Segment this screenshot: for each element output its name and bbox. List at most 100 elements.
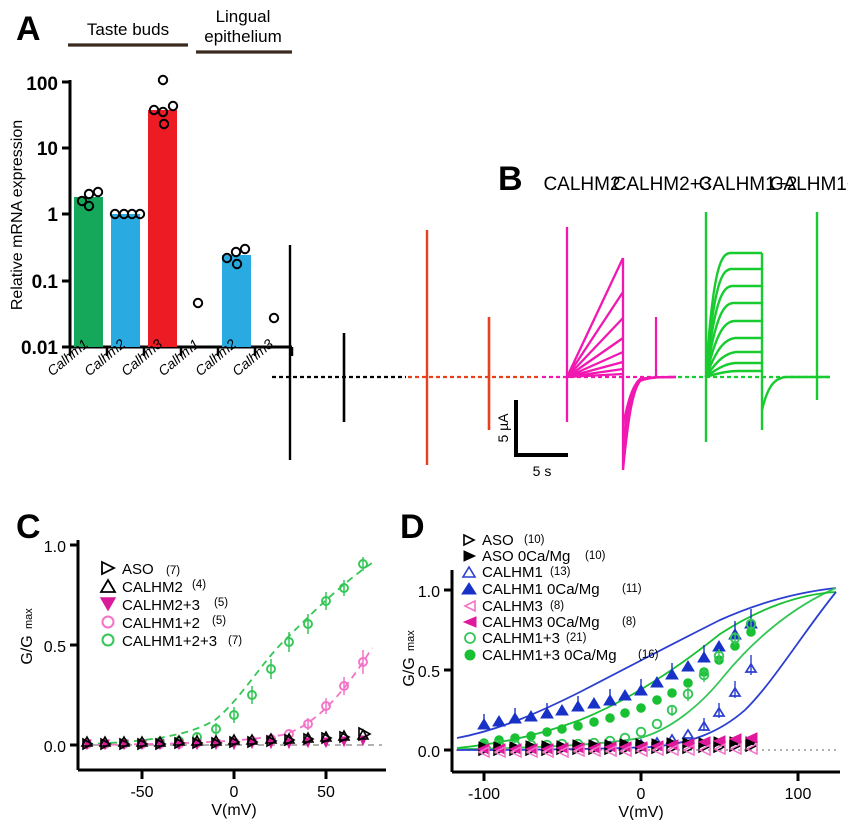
- panel-a-ytick-1: 1: [47, 205, 58, 226]
- panel-c-legend-label-calhm1-2: CALHM1+2: [122, 615, 200, 632]
- panel-b-trace-calhm1-2-3: [678, 212, 830, 442]
- panel-d-legend-label-calhm3-0camg: CALHM3 0Ca/Mg: [482, 614, 600, 631]
- panel-b-letter: B: [498, 160, 523, 198]
- panel-c-xtick-0: 0: [230, 784, 239, 801]
- panel-b-scalebar-x-label: 5 s: [533, 463, 552, 479]
- panel-a-ytick-0.01: 0.01: [21, 338, 58, 359]
- panel-d-letter: D: [400, 508, 425, 546]
- panel-d-legend-item-calhm1-3[interactable]: CALHM1+3 (21): [464, 630, 587, 647]
- panel-d-legend-n-calhm1-3: (21): [566, 632, 587, 644]
- panel-c-legend-n-calhm2: (4): [192, 579, 206, 591]
- panel-b-title-calhm2-3: CALHM2+3: [613, 174, 712, 195]
- panel-c-legend-item-calhm2-3[interactable]: CALHM2+3 (5): [99, 597, 228, 614]
- panel-d-legend-n-calhm3-0camg: (8): [622, 616, 636, 628]
- panel-d-legend-label-calhm1-3-0camg: CALHM1+3 0Ca/Mg: [482, 647, 617, 664]
- panel-d-legend-n-calhm1-3-0camg: (16): [638, 649, 659, 661]
- triangle-up-open-icon: [99, 578, 117, 593]
- triangle-up-filled-icon: [461, 582, 477, 595]
- panel-b-trace-calhm2: [272, 245, 406, 460]
- panel-c-legend-n-aso: (7): [166, 565, 180, 577]
- panel-d-ylabel: G/G max: [401, 630, 418, 687]
- panel-d-legend-item-calhm1-3-0camg[interactable]: CALHM1+3 0Ca/Mg (16): [464, 647, 659, 664]
- panel-d-legend-item-aso[interactable]: ASO (10): [463, 532, 545, 549]
- panel-c-legend-item-aso[interactable]: ASO (7): [101, 560, 180, 578]
- triangle-up-open-icon: [461, 565, 477, 578]
- circle-filled-icon: [464, 649, 476, 661]
- panel-d-legend-label-calhm1-3: CALHM1+3: [482, 630, 560, 647]
- panel-c-legend-n-calhm2-3: (5): [214, 597, 228, 609]
- panel-b-scalebar: 5 µA 5 s: [495, 400, 568, 479]
- circle-open-icon: [464, 632, 476, 644]
- panel-d-fit-calhm1-3: [456, 587, 837, 750]
- panel-c: C 1.0 0.5 0.0 -50 0 50 V(mV) G/G max: [16, 508, 386, 819]
- panel-d-legend-label-calhm1: CALHM1: [482, 564, 543, 581]
- triangle-down-filled-icon: [99, 597, 117, 612]
- panel-b-trace-calhm2-3: [408, 230, 540, 465]
- panel-d-legend: ASO (10) ASO 0Ca/Mg (10) CALHM1 (13) CAL…: [461, 532, 659, 664]
- panel-c-ylabel: G/G max: [19, 608, 36, 665]
- panel-d-y-ticks: 1.0 0.5 0.0: [418, 584, 452, 761]
- panel-c-legend-item-calhm1-2[interactable]: CALHM1+2 (5): [101, 615, 227, 632]
- panel-d-legend-label-calhm3: CALHM3: [482, 598, 543, 615]
- panel-d-legend-item-calhm1[interactable]: CALHM1 (13): [461, 564, 571, 581]
- circle-open-icon: [101, 633, 115, 647]
- circle-open-icon: [101, 615, 115, 629]
- panel-d-ytick-0.0: 0.0: [418, 744, 440, 761]
- panel-d-legend-n-calhm1-0camg: (11): [622, 583, 642, 595]
- panel-c-x-ticks: -50 0 50: [130, 770, 335, 801]
- panel-c-legend-n-calhm1-2-3: (7): [228, 635, 242, 647]
- panel-d-legend-label-aso: ASO: [482, 532, 514, 549]
- panel-c-ylabel-sub: max: [23, 608, 35, 629]
- panel-a-cat-4: Calhm2: [192, 336, 239, 379]
- panel-d-legend-item-calhm3-0camg[interactable]: CALHM3 0Ca/Mg (8): [462, 614, 636, 631]
- panel-b-trace-calhm1-2: [542, 227, 677, 471]
- panel-b-title-calhm1-2-3: CALHM1+2+3: [770, 174, 848, 195]
- triangle-right-filled-icon: [463, 550, 477, 562]
- panel-d-legend-n-aso-0camg: (10): [585, 550, 606, 562]
- panel-a-ytick-0.1: 0.1: [32, 272, 59, 293]
- panel-d-series-calhm1-3-0camg: [479, 627, 756, 748]
- panel-a-ylabel: Relative mRNA expression: [9, 120, 26, 310]
- triangle-left-filled-icon: [462, 616, 477, 628]
- panel-c-letter: C: [16, 508, 41, 546]
- panel-d-series-calhm3: [477, 742, 758, 759]
- panel-c-ytick-0.5: 0.5: [44, 639, 66, 656]
- panel-b-title-calhm1-2: CALHM1+2: [699, 174, 798, 195]
- triangle-left-open-icon: [463, 599, 476, 613]
- panel-c-legend-n-calhm1-2: (5): [212, 615, 226, 627]
- panel-c-xtick-50: 50: [317, 784, 335, 801]
- panel-a-bar-taste-calhm1: [74, 197, 103, 347]
- panel-c-legend-label-aso: ASO: [122, 561, 154, 578]
- panel-c-xtick--50: -50: [130, 784, 153, 801]
- panel-c-legend-item-calhm2[interactable]: CALHM2 (4): [99, 578, 206, 596]
- panel-c-xlabel: V(mV): [211, 802, 256, 819]
- triangle-right-open-icon: [463, 533, 476, 547]
- panel-d-fit-calhm1-0camg: [456, 587, 837, 739]
- panel-a-bar-taste-calhm2: [111, 214, 140, 347]
- panel-d-legend-item-calhm1-0camg[interactable]: CALHM1 0Ca/Mg (11): [461, 581, 642, 598]
- panel-d-legend-label-aso-0camg: ASO 0Ca/Mg: [482, 548, 570, 565]
- panel-c-fit-calhm1-2: [85, 647, 373, 746]
- panel-d-legend-item-aso-0camg[interactable]: ASO 0Ca/Mg (10): [463, 548, 606, 565]
- panel-d-xtick-0: 0: [637, 786, 646, 803]
- panel-d-xtick-100: 100: [785, 786, 812, 803]
- panel-d-xlabel: V(mV): [618, 804, 663, 820]
- panel-d-legend-item-calhm3[interactable]: CALHM3 (8): [463, 598, 564, 615]
- panel-a-scatter-points: [76, 74, 280, 324]
- panel-c-ytick-0.0: 0.0: [44, 739, 66, 756]
- panel-c-ylabel-main: G/G: [19, 635, 36, 664]
- panel-a-x-ticks: [68, 347, 294, 356]
- triangle-right-open-icon: [101, 560, 117, 576]
- panel-b: B CALHM2 CALHM2+3 CALHM1+2 CALHM1+2+3: [272, 160, 848, 479]
- panel-d-ytick-1.0: 1.0: [418, 584, 440, 601]
- panel-a-group-label-lingual-1: Lingual: [216, 7, 271, 26]
- panel-a-bar-lingual-calhm2: [222, 255, 251, 347]
- panel-c-legend: ASO (7) CALHM2 (4) CALHM2+3 (5) CALHM1+2…: [99, 560, 243, 650]
- panel-c-ytick-1.0: 1.0: [44, 539, 66, 556]
- panel-c-legend-item-calhm1-2-3[interactable]: CALHM1+2+3 (7): [101, 633, 243, 650]
- panel-d-legend-n-calhm3: (8): [550, 600, 564, 612]
- panel-d-ylabel-main: G/G: [401, 657, 418, 686]
- panel-d-legend-n-calhm1: (13): [550, 566, 571, 578]
